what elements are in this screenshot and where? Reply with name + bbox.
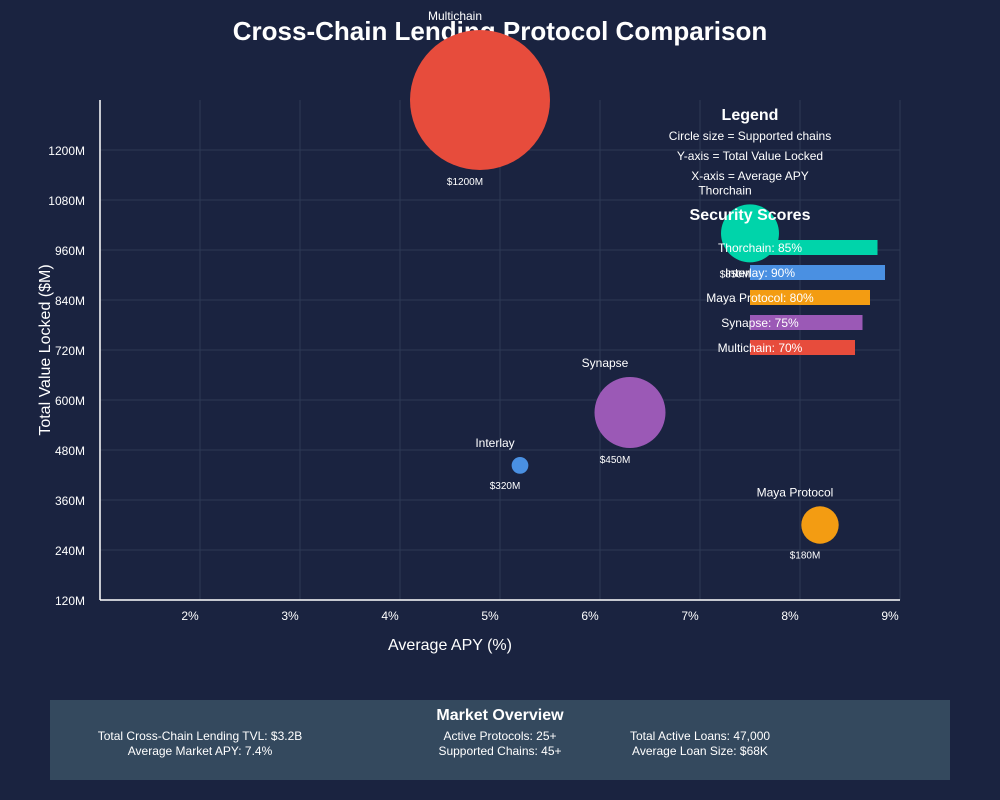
- legend: Legend Circle size = Supported chains Y-…: [669, 107, 831, 183]
- security-bar: [750, 240, 878, 255]
- y-tick-label: 720M: [55, 344, 85, 358]
- security-bar-label: Maya Protocol: 80%: [706, 291, 814, 305]
- bubble-synapse[interactable]: [594, 377, 666, 448]
- security-scores: [750, 240, 885, 355]
- security-bars: [750, 240, 885, 355]
- bubble-tvl-label: $850M: [720, 269, 751, 280]
- y-tick-label: 840M: [55, 294, 85, 308]
- market-avg-loan-size: Average Loan Size: $68K: [632, 744, 768, 758]
- y-tick-label: 360M: [55, 494, 85, 508]
- x-tick-label: 5%: [481, 609, 499, 623]
- security-bar: [750, 265, 885, 280]
- legend-line-size: Circle size = Supported chains: [669, 129, 831, 143]
- security-bar-label: Multichain: 70%: [718, 341, 803, 355]
- y-axis-ticks: 120M 240M 360M 480M 600M 720M 840M 960M 1080M 120…: [48, 144, 85, 608]
- bubble-interlay[interactable]: [511, 457, 529, 474]
- x-tick-label: 7%: [681, 609, 699, 623]
- security-bar-label: Interlay: 90%: [725, 266, 795, 280]
- x-tick-label: 2%: [181, 609, 199, 623]
- security-labels: Thorchain: 85% Interlay: 90% Maya Protocol…: [706, 241, 814, 355]
- x-axis-ticks: 2% 3% 4% 5% 6% 7% 8% 9%: [181, 609, 899, 623]
- security-text: Security Scores Thorchain: 85% Interlay: …: [690, 207, 814, 355]
- y-tick-label: 120M: [55, 594, 85, 608]
- y-axis-title: Total Value Locked ($M): [37, 264, 54, 435]
- legend-line-x: X-axis = Average APY: [691, 169, 809, 183]
- y-tick-label: 1200M: [48, 144, 85, 158]
- x-tick-label: 8%: [781, 609, 799, 623]
- legend-line-y: Y-axis = Total Value Locked: [677, 149, 823, 163]
- security-bar: [750, 340, 855, 355]
- market-overview-title: Market Overview: [436, 707, 564, 724]
- bubble-tvl-label: $180M: [790, 551, 821, 562]
- y-tick-label: 960M: [55, 244, 85, 258]
- bubble-maya-protocol[interactable]: [801, 506, 839, 544]
- x-tick-label: 9%: [881, 609, 899, 623]
- bubble-tvl-label: $1200M: [447, 177, 483, 188]
- market-overview-panel: Market Overview Total Cross-Chain Lendin…: [50, 700, 950, 780]
- bubble-name-label: Synapse: [582, 356, 629, 370]
- security-title: Security Scores: [690, 207, 811, 224]
- bubble-tvl-label: $320M: [490, 481, 521, 492]
- market-active-protocols: Active Protocols: 25+: [443, 729, 556, 743]
- bubble-name-label: Multichain: [428, 9, 482, 23]
- market-supported-chains: Supported Chains: 45+: [438, 744, 561, 758]
- market-overview-box: [50, 700, 950, 780]
- market-total-tvl: Total Cross-Chain Lending TVL: $3.2B: [98, 729, 303, 743]
- security-bar: [750, 290, 870, 305]
- y-tick-label: 480M: [55, 444, 85, 458]
- security-bar: [750, 315, 863, 330]
- grid: [100, 100, 901, 600]
- x-axis-title: Average APY (%): [388, 637, 512, 654]
- y-tick-label: 1080M: [48, 194, 85, 208]
- y-tick-label: 600M: [55, 394, 85, 408]
- bubble-thorchain[interactable]: [721, 204, 779, 263]
- bubble-name-label: Thorchain: [698, 183, 751, 197]
- bubbles: Multichain $1200M Thorchain $850M Synapse $45…: [410, 9, 839, 562]
- x-tick-label: 4%: [381, 609, 399, 623]
- bubble-multichain[interactable]: [410, 30, 550, 170]
- bubble-tvl-label: $450M: [600, 455, 631, 466]
- y-tick-label: 240M: [55, 544, 85, 558]
- security-bar-label: Synapse: 75%: [721, 316, 799, 330]
- legend-title: Legend: [722, 107, 779, 124]
- market-avg-apy: Average Market APY: 7.4%: [128, 744, 273, 758]
- market-active-loans: Total Active Loans: 47,000: [630, 729, 770, 743]
- security-bar-label: Thorchain: 85%: [718, 241, 802, 255]
- x-tick-label: 3%: [281, 609, 299, 623]
- bubble-name-label: Interlay: [475, 436, 514, 450]
- bubble-name-label: Maya Protocol: [757, 485, 834, 499]
- x-tick-label: 6%: [581, 609, 599, 623]
